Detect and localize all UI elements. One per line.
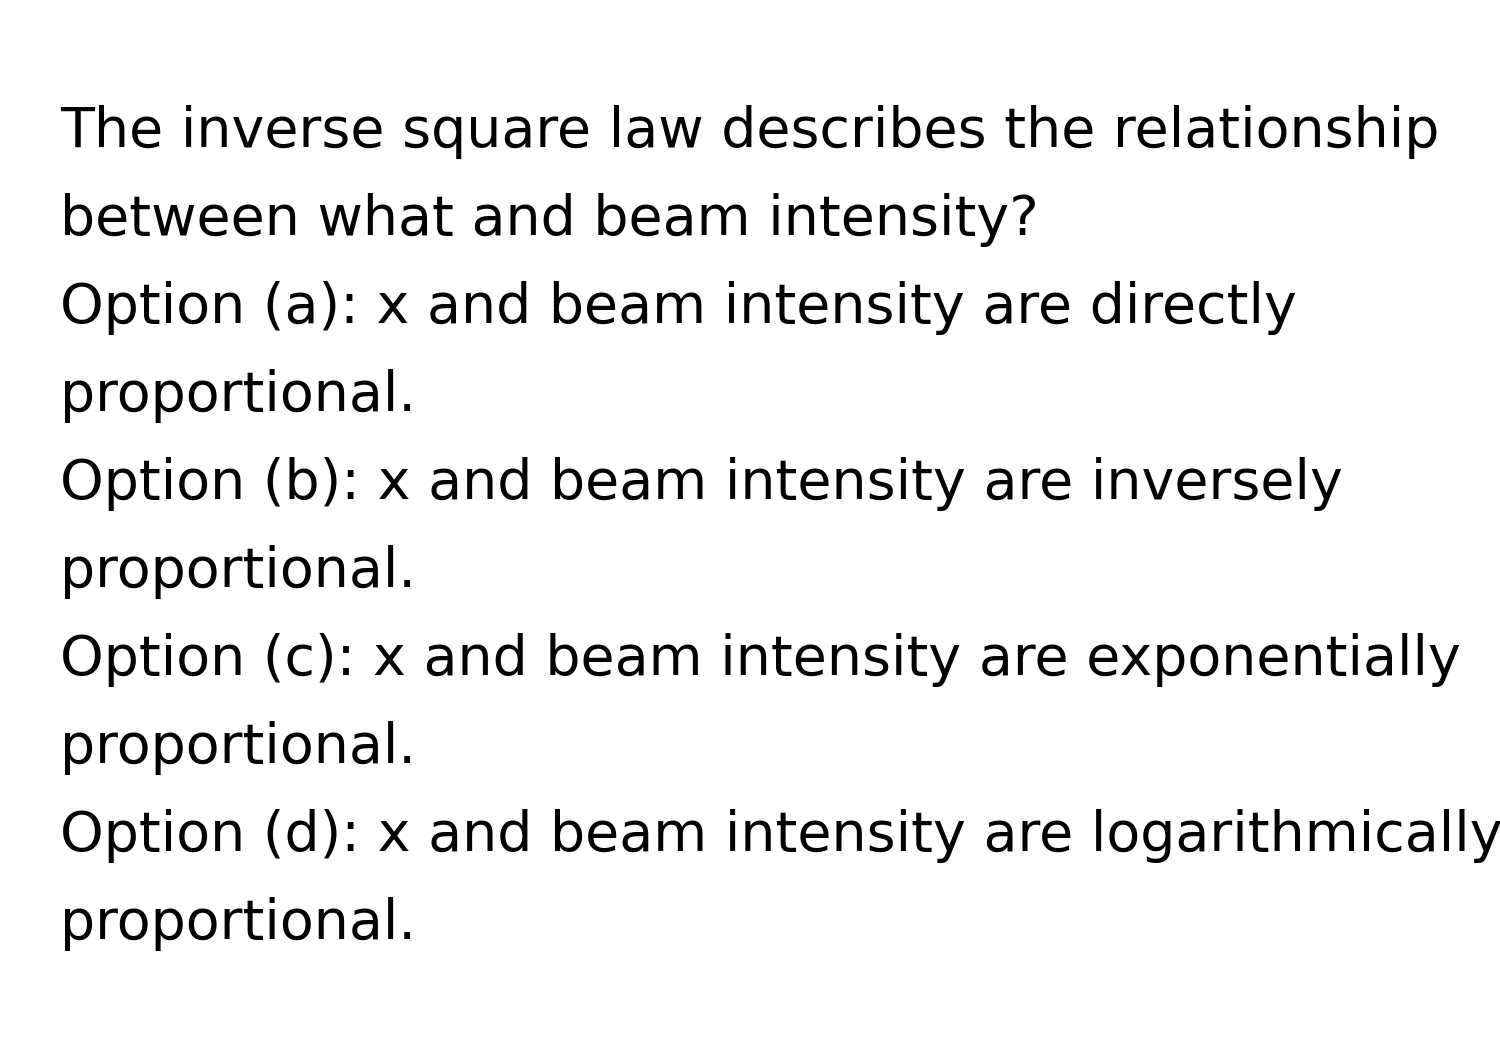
Text: The inverse square law describes the relationship: The inverse square law describes the rel… xyxy=(60,105,1440,159)
Text: Option (c): x and beam intensity are exponentially: Option (c): x and beam intensity are exp… xyxy=(60,633,1461,687)
Text: Option (d): x and beam intensity are logarithmically: Option (d): x and beam intensity are log… xyxy=(60,809,1500,863)
Text: proportional.: proportional. xyxy=(60,896,416,951)
Text: between what and beam intensity?: between what and beam intensity? xyxy=(60,193,1038,246)
Text: proportional.: proportional. xyxy=(60,721,416,775)
Text: proportional.: proportional. xyxy=(60,545,416,599)
Text: Option (a): x and beam intensity are directly: Option (a): x and beam intensity are dir… xyxy=(60,281,1298,335)
Text: Option (b): x and beam intensity are inversely: Option (b): x and beam intensity are inv… xyxy=(60,457,1342,511)
Text: proportional.: proportional. xyxy=(60,369,416,423)
